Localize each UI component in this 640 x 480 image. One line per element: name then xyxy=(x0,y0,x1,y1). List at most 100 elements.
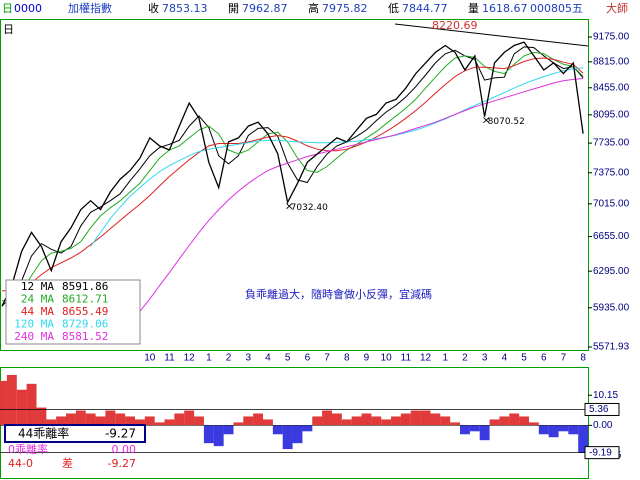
reference-label: 5.36 xyxy=(589,404,609,415)
price-line xyxy=(1,41,584,307)
osc-bar xyxy=(322,410,332,426)
main-frame xyxy=(0,19,589,351)
osc-extra-unit: 差 xyxy=(62,456,73,470)
field-label: 低 xyxy=(388,2,399,15)
osc-bar xyxy=(243,416,254,426)
x-tick-label: 9 xyxy=(364,353,370,364)
high-label: 8220.69 xyxy=(432,19,478,32)
y-tick-label: 8095.00 xyxy=(593,109,630,120)
osc-bar xyxy=(489,419,500,426)
osc-bar xyxy=(341,419,352,426)
y-tick-label: 7375.00 xyxy=(593,167,630,178)
reference-box xyxy=(584,402,620,416)
osc-bar xyxy=(184,410,195,426)
x-tick-label: 1 xyxy=(442,353,448,364)
osc-bar xyxy=(125,416,135,426)
osc-bar xyxy=(56,416,67,426)
osc-bar xyxy=(312,416,323,426)
field-value: 7962.87 xyxy=(242,2,288,15)
osc-legend-box xyxy=(4,424,146,443)
y-tick-label: 6655.00 xyxy=(593,231,630,242)
osc-bar xyxy=(213,425,224,447)
osc-bar xyxy=(381,419,392,426)
osc-bar xyxy=(440,416,451,426)
osc-bar xyxy=(75,410,86,426)
legend-value: 8729.06 xyxy=(62,318,108,331)
extra: 000805五 xyxy=(530,2,583,15)
osc-bar xyxy=(568,425,579,435)
chart-label: 日 xyxy=(3,23,14,36)
osc-bar xyxy=(134,419,145,426)
field-label: 高 xyxy=(308,1,319,15)
x-tick-label: 11 xyxy=(401,353,412,364)
osc-bar xyxy=(460,425,470,435)
osc-extra-name: 0乖離率 xyxy=(8,442,48,456)
reference-box xyxy=(584,446,620,460)
osc-bar xyxy=(164,419,175,426)
brand: 大師 xyxy=(606,1,628,15)
osc-bar xyxy=(272,425,283,435)
legend-name: 120 MA xyxy=(14,318,54,331)
legend-value: 8612.71 xyxy=(62,293,108,306)
x-tick-label: 10 xyxy=(381,353,393,364)
x-tick-label: 12 xyxy=(184,353,196,364)
x-tick-label: 7 xyxy=(324,353,330,364)
x-tick-label: 4 xyxy=(265,353,271,364)
osc-bar xyxy=(154,422,165,426)
low-label: 8070.52 xyxy=(488,117,525,127)
osc-bar xyxy=(263,419,273,426)
osc-bar xyxy=(361,413,372,426)
osc-bar xyxy=(233,422,244,426)
osc-bar xyxy=(66,413,76,426)
period: 日 xyxy=(2,2,13,15)
osc-bar xyxy=(253,413,264,426)
legend-name: 12 MA xyxy=(21,280,54,293)
field-value: 7975.82 xyxy=(322,2,368,15)
osc-bar xyxy=(499,416,510,426)
osc-bar xyxy=(420,410,431,426)
x-tick-label: 3 xyxy=(482,353,488,364)
osc-bar xyxy=(519,416,529,426)
osc-bar xyxy=(0,380,7,426)
osc-bar xyxy=(174,413,185,426)
osc-bar xyxy=(479,425,490,441)
osc-bar xyxy=(450,422,461,426)
y-tick-label: 6295.00 xyxy=(593,266,630,277)
osc-bar xyxy=(351,416,362,426)
osc-bar xyxy=(115,413,126,426)
osc-bar xyxy=(302,425,313,432)
y-tick-label: 8815.00 xyxy=(593,56,630,67)
y-tick-label: 7015.00 xyxy=(593,198,630,209)
y-tick-label: 10.15 xyxy=(593,390,618,401)
osc-bar xyxy=(391,416,401,426)
x-tick-label: 2 xyxy=(226,353,232,364)
legend-value: 8581.52 xyxy=(62,330,108,343)
legend-name: 240 MA xyxy=(14,330,54,343)
field-value: 7844.77 xyxy=(402,2,448,15)
x-tick-label: 3 xyxy=(245,353,251,364)
osc-bar xyxy=(95,416,106,426)
osc-bar xyxy=(194,416,204,426)
osc-bar xyxy=(26,383,37,426)
x-tick-label: 5 xyxy=(521,353,527,364)
x-tick-label: 11 xyxy=(164,353,175,364)
osc-bar xyxy=(400,413,411,426)
x-tick-label: 12 xyxy=(420,353,432,364)
osc-bar xyxy=(85,413,96,426)
y-tick-label: 5571.93 xyxy=(593,342,630,353)
osc-legend-name: 44乖離率 xyxy=(18,426,69,441)
x-tick-label: 10 xyxy=(144,353,156,364)
field-label: 量 xyxy=(468,2,479,15)
osc-bar xyxy=(203,425,214,444)
reference-label: -9.19 xyxy=(589,447,612,458)
osc-bar xyxy=(105,410,116,426)
osc-bar xyxy=(558,425,569,432)
osc-bar xyxy=(548,425,559,438)
ma-line xyxy=(2,57,584,292)
legend-name: 44 MA xyxy=(21,305,54,318)
y-tick-label: 8455.00 xyxy=(593,82,630,93)
ma-line xyxy=(139,78,584,312)
trend-line xyxy=(394,23,589,47)
osc-bar xyxy=(371,416,382,426)
